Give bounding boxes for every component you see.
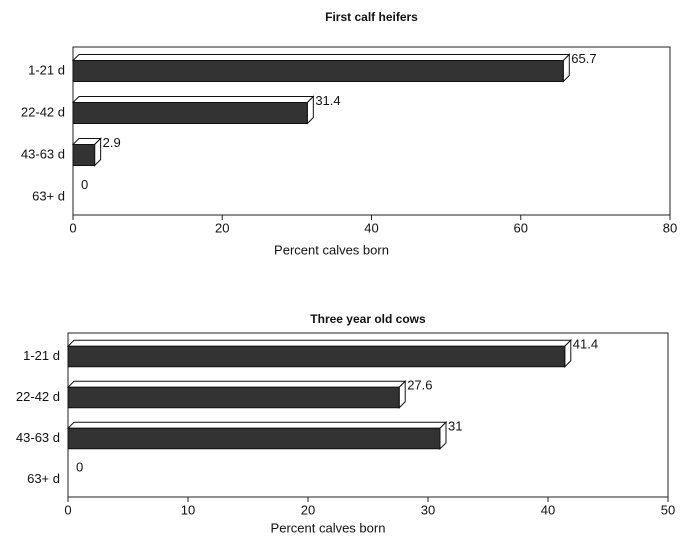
data-label: 2.9 [103,135,121,150]
x-tick-label: 40 [541,502,555,517]
plot-frame [67,332,669,498]
y-tick-label: 22-42 d [21,104,65,119]
bar-top [66,339,573,347]
x-tick-label: 0 [69,220,76,235]
x-tick-label: 60 [514,220,528,235]
bar-top [66,421,448,429]
bar [72,60,564,82]
data-label: 0 [76,460,83,475]
y-tick-label: 22-42 d [16,389,60,404]
bar [67,427,441,450]
x-tick-label: 40 [364,220,378,235]
bar [72,144,96,166]
bar [72,102,308,124]
x-tick-label: 80 [663,220,677,235]
chart-title: Three year old cows [310,312,426,326]
y-tick-label: 1-21 d [23,348,60,363]
x-tick-label: 20 [215,220,229,235]
x-axis-label: Percent calves born [274,242,389,257]
y-tick-label: 43-63 d [16,430,60,445]
x-tick-label: 0 [64,502,71,517]
data-label: 65.7 [571,51,596,66]
y-tick-label: 63+ d [27,471,60,486]
x-tick-label: 20 [301,502,315,517]
y-tick-label: 43-63 d [21,146,65,161]
y-tick-label: 1-21 d [28,62,65,77]
data-label: 27.6 [407,378,432,393]
chart-title: First calf heifers [325,10,418,24]
x-tick-label: 10 [181,502,195,517]
data-label: 0 [81,177,88,192]
bar [67,386,400,409]
y-tick-label: 63+ d [32,188,65,203]
x-tick-label: 50 [661,502,675,517]
bar-top [66,380,407,388]
data-label: 31.4 [315,93,340,108]
data-label: 31 [448,419,462,434]
x-axis-label: Percent calves born [271,520,386,535]
data-label: 41.4 [573,337,598,352]
bar [67,345,566,368]
bar-top [71,96,315,103]
bar-top [71,54,571,61]
x-tick-label: 30 [421,502,435,517]
